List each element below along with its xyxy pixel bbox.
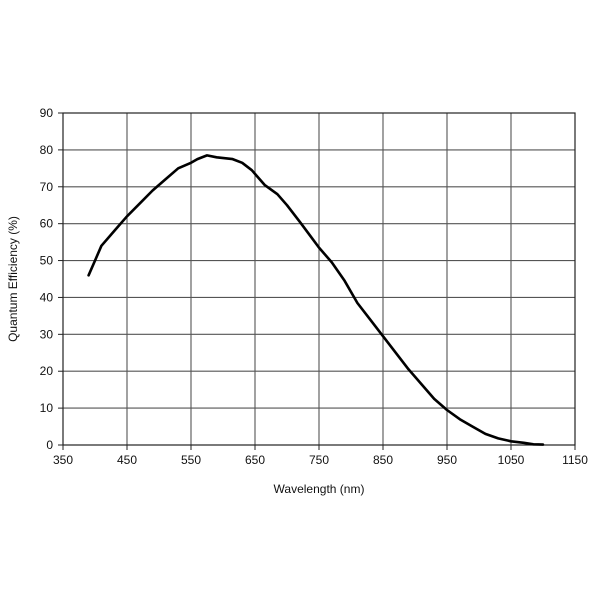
y-tick-label: 40 [40,290,54,304]
x-tick-label: 450 [117,453,137,467]
x-tick-label: 1150 [562,453,588,467]
y-tick-label: 80 [40,143,54,157]
y-tick-label: 0 [46,438,53,452]
y-tick-label: 90 [40,106,54,120]
x-axis-title: Wavelength (nm) [274,482,365,496]
x-tick-label: 550 [181,453,201,467]
y-tick-label: 50 [40,254,54,268]
x-tick-label: 1050 [498,453,525,467]
y-tick-label: 30 [40,327,54,341]
y-tick-label: 20 [40,364,54,378]
y-axis-title: Quantum Efficiency (%) [6,216,20,342]
x-tick-label: 650 [245,453,265,467]
x-tick-label: 750 [309,453,329,467]
y-tick-label: 60 [40,217,54,231]
y-tick-label: 10 [40,401,54,415]
x-tick-label: 350 [53,453,73,467]
y-tick-label: 70 [40,180,54,194]
x-tick-label: 950 [437,453,457,467]
x-tick-label: 850 [373,453,393,467]
